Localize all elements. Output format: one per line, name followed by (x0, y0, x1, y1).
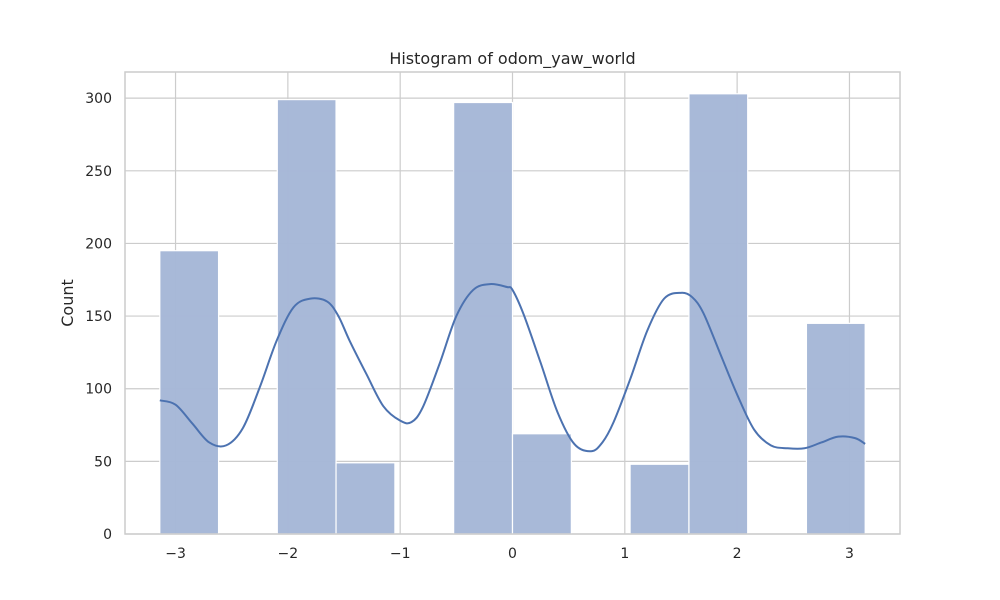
histogram-bar (159, 250, 220, 535)
histogram-bar (335, 462, 396, 535)
histogram-bar (511, 433, 572, 535)
histogram-bar (453, 101, 514, 535)
x-tick-label: −2 (278, 546, 299, 562)
x-tick-label: 1 (620, 546, 629, 562)
x-tick-label: −3 (165, 546, 186, 562)
y-axis-ticks: 0 50 100 150 200 250 300 (85, 91, 112, 543)
y-tick-label: 250 (85, 164, 112, 180)
chart-title: Histogram of odom_yaw_world (389, 49, 635, 69)
histogram-bar (805, 322, 866, 535)
x-tick-label: −1 (390, 546, 411, 562)
histogram-bar (688, 93, 749, 535)
y-tick-label: 100 (85, 382, 112, 398)
histogram-bar (276, 99, 337, 535)
y-tick-label: 300 (85, 91, 112, 107)
x-axis-ticks: −3 −2 −1 0 1 2 3 (165, 546, 854, 562)
kde-curve (159, 283, 866, 453)
y-axis-label: Count (58, 279, 77, 327)
x-tick-label: 0 (508, 546, 517, 562)
y-tick-label: 200 (85, 236, 112, 252)
y-tick-label: 150 (85, 309, 112, 325)
histogram-bar (629, 463, 690, 535)
x-tick-label: 2 (733, 546, 742, 562)
x-tick-label: 3 (845, 546, 854, 562)
y-tick-label: 0 (103, 527, 112, 543)
plot-frame (124, 71, 901, 535)
y-tick-label: 50 (94, 454, 112, 470)
